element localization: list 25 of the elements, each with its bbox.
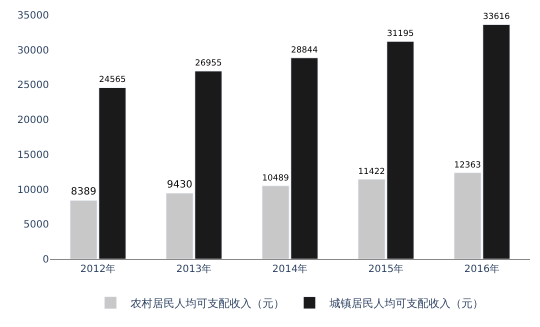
y-tick-label: 20000	[17, 115, 49, 126]
data-label: 24565	[98, 74, 126, 84]
legend-label: 农村居民人均可支配收入（元）	[130, 297, 284, 310]
data-label: 10489	[262, 172, 290, 182]
x-tick-label: 2016年	[464, 263, 500, 275]
data-label: 31195	[386, 28, 414, 38]
data-label: 26955	[194, 58, 222, 68]
y-tick-label: 5000	[24, 220, 49, 231]
x-tick-label: 2012年	[80, 263, 116, 275]
y-tick-label: 15000	[17, 150, 49, 161]
x-tick-label: 2014年	[272, 263, 308, 275]
y-tick-label: 25000	[17, 80, 49, 92]
y-tick-label: 0	[42, 254, 49, 266]
data-label: 9430	[166, 179, 192, 190]
data-label: 12363	[454, 159, 482, 170]
data-label: 8389	[70, 186, 96, 198]
legend-label: 城镇居民人均可支配收入（元）	[328, 297, 484, 310]
x-tick-label: 2015年	[368, 263, 404, 275]
y-tick-label: 35000	[17, 10, 49, 22]
y-tick-label: 10000	[17, 184, 49, 196]
x-tick-label: 2013年	[176, 263, 212, 275]
data-label: 11422	[358, 166, 386, 176]
data-label: 33616	[482, 11, 510, 22]
data-label: 28844	[290, 44, 318, 54]
y-tick-label: 30000	[17, 45, 49, 56]
